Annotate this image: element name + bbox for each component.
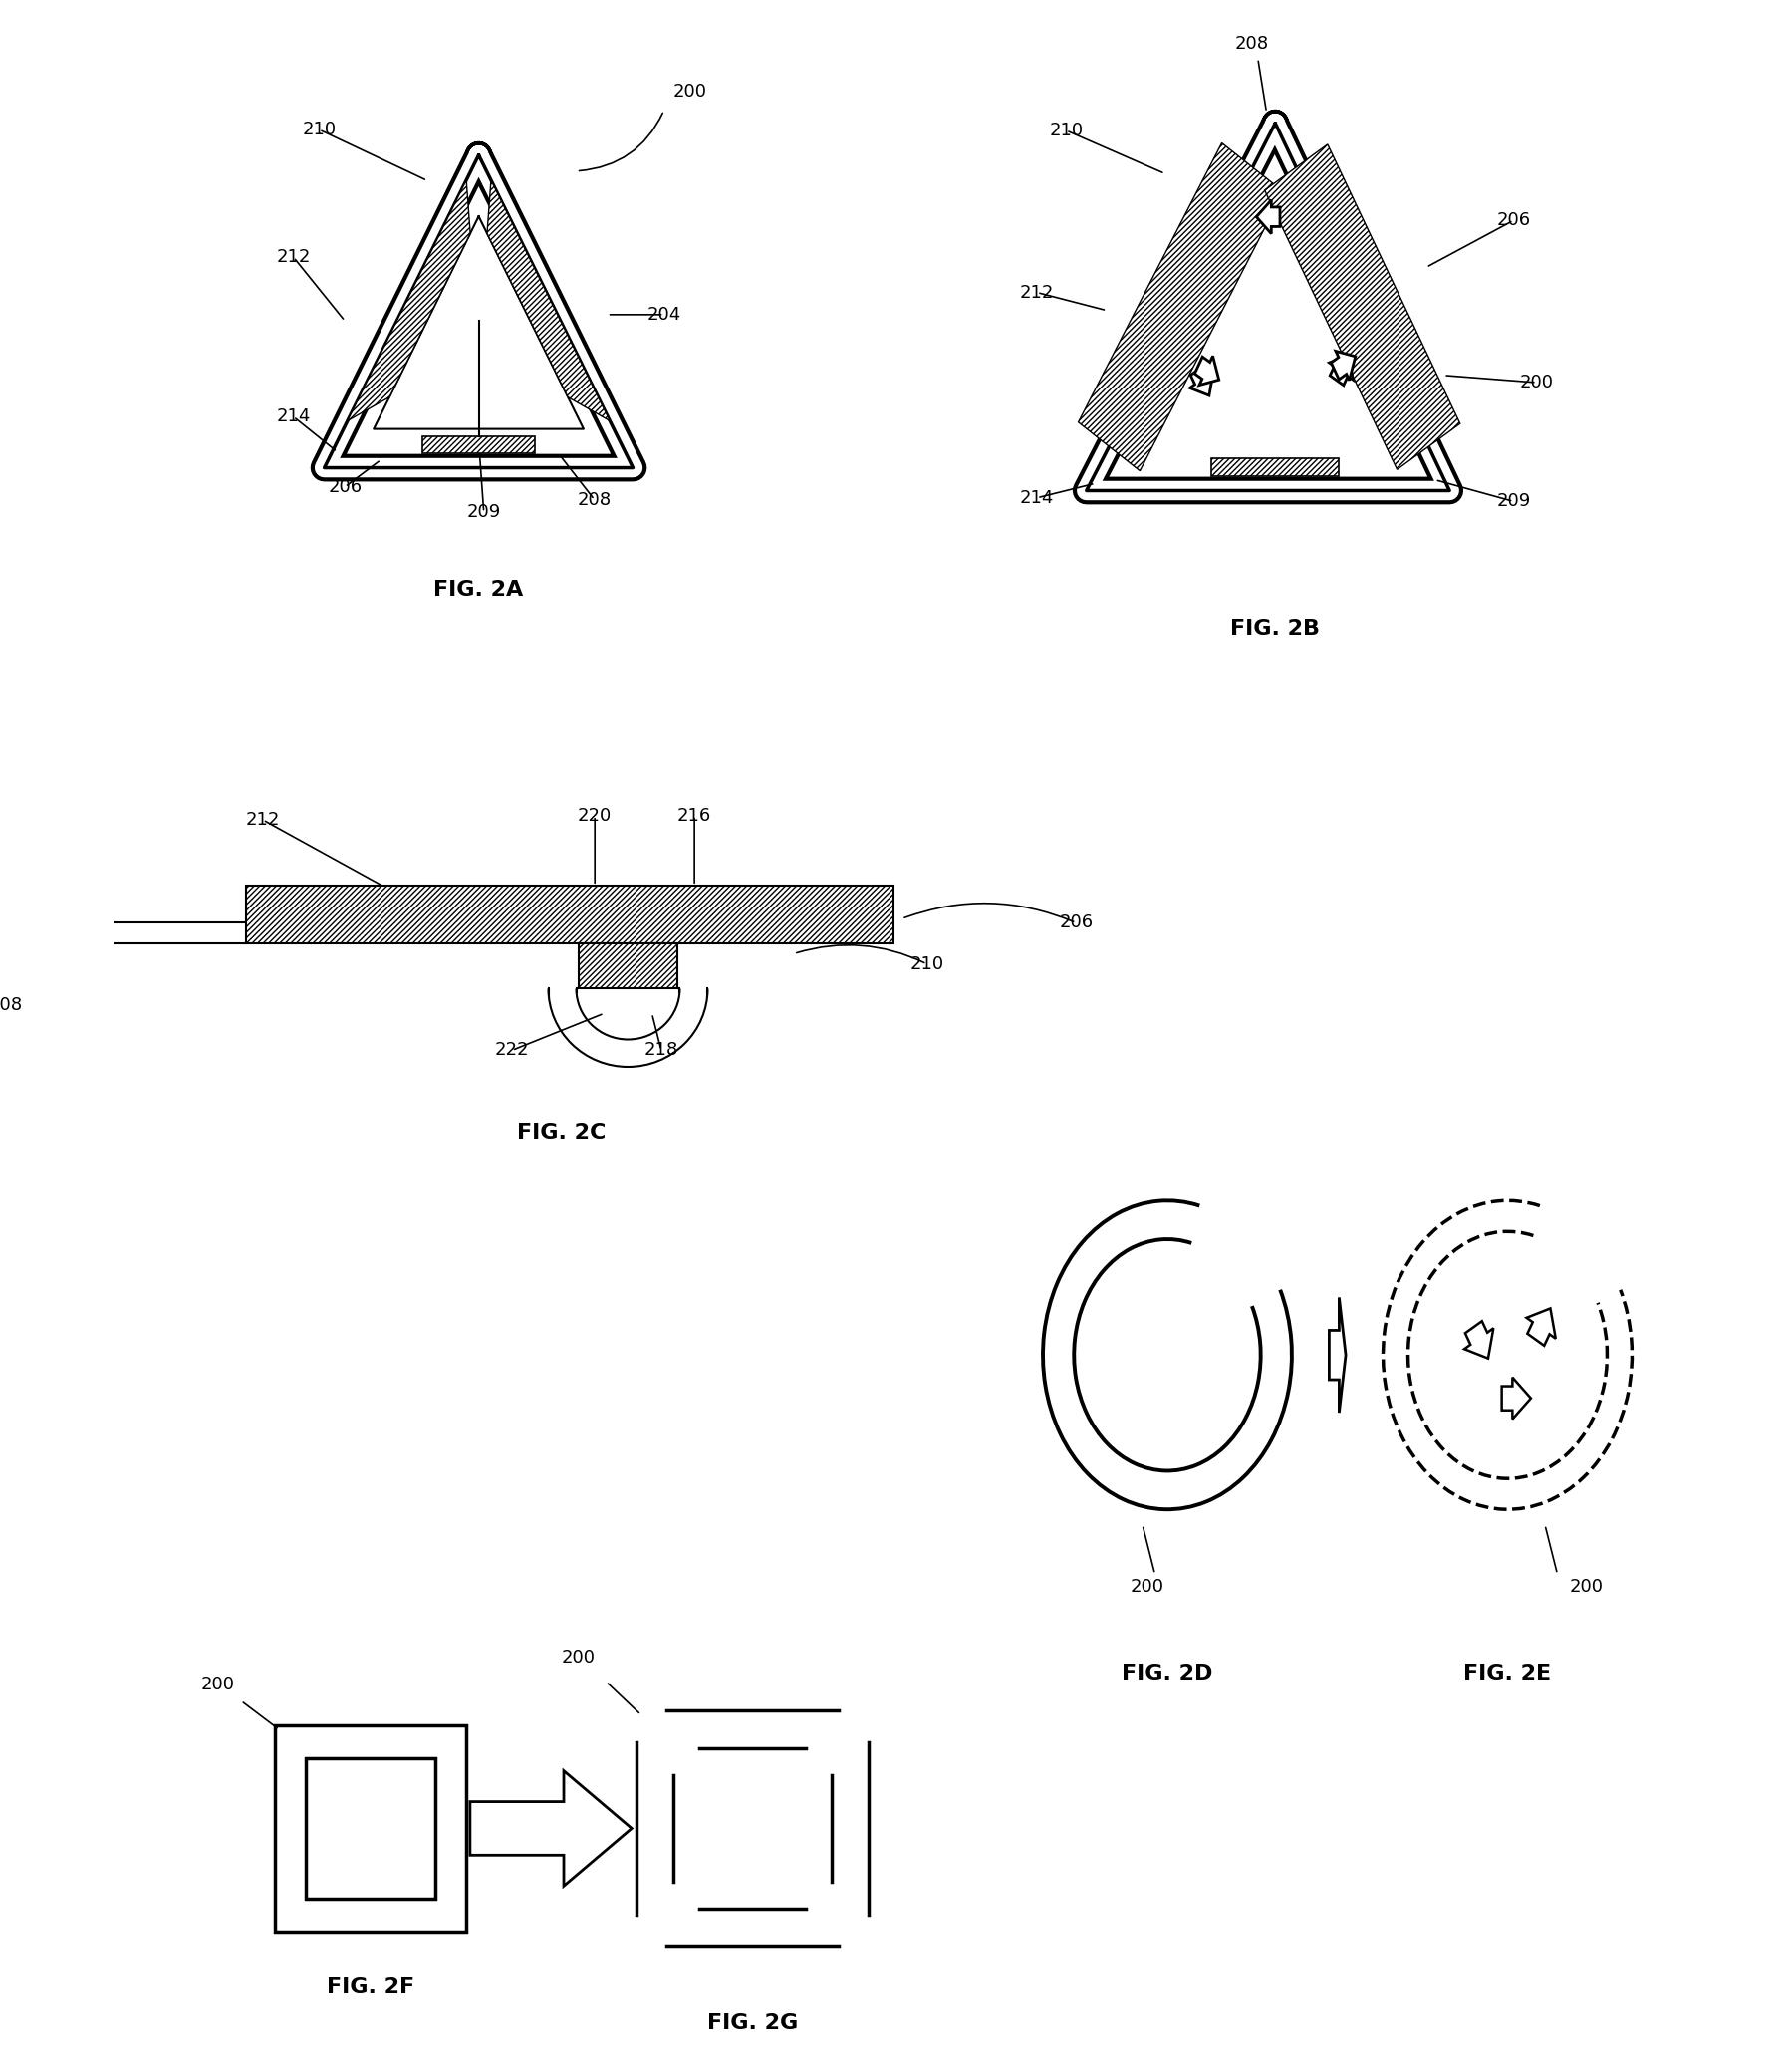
Text: FIG. 2G: FIG. 2G [707, 2014, 797, 2033]
Polygon shape [1257, 201, 1280, 234]
Text: FIG. 2D: FIG. 2D [1121, 1664, 1212, 1682]
Text: 200: 200 [673, 83, 707, 99]
Text: 209: 209 [1497, 493, 1531, 510]
Text: 200: 200 [1520, 373, 1554, 392]
Text: 218: 218 [644, 1042, 678, 1059]
Polygon shape [1194, 356, 1219, 385]
Polygon shape [1212, 458, 1339, 477]
Text: 220: 220 [578, 806, 612, 825]
Text: 200: 200 [201, 1676, 235, 1693]
Text: FIG. 2B: FIG. 2B [1230, 620, 1321, 638]
Polygon shape [1502, 1378, 1531, 1419]
Polygon shape [470, 1772, 632, 1886]
Polygon shape [422, 435, 536, 454]
Text: 206: 206 [1497, 211, 1531, 230]
Text: 214: 214 [276, 408, 310, 425]
Text: FIG. 2A: FIG. 2A [434, 580, 523, 599]
Text: FIG. 2C: FIG. 2C [518, 1123, 607, 1144]
Text: 222: 222 [495, 1042, 529, 1059]
Polygon shape [1527, 1307, 1556, 1345]
Text: FIG. 2F: FIG. 2F [328, 1977, 415, 1997]
Polygon shape [1264, 145, 1460, 470]
Polygon shape [1330, 1297, 1346, 1413]
Polygon shape [1330, 354, 1353, 385]
Text: 200: 200 [1570, 1577, 1604, 1595]
Text: 216: 216 [678, 806, 712, 825]
Polygon shape [1189, 365, 1214, 396]
Text: FIG. 2E: FIG. 2E [1463, 1664, 1552, 1682]
Polygon shape [347, 180, 470, 421]
Text: 212: 212 [246, 810, 279, 829]
Polygon shape [488, 180, 611, 421]
Text: 210: 210 [1048, 122, 1084, 139]
Polygon shape [578, 943, 678, 988]
Text: 200: 200 [1130, 1577, 1164, 1595]
Text: 206: 206 [328, 479, 361, 495]
Text: 212: 212 [1020, 284, 1054, 300]
Text: 204: 204 [646, 307, 682, 323]
Polygon shape [1465, 1322, 1493, 1359]
Text: 210: 210 [303, 120, 336, 139]
Polygon shape [1079, 143, 1283, 470]
Text: 214: 214 [1020, 489, 1054, 508]
Text: 208: 208 [1235, 35, 1269, 54]
Text: 200: 200 [561, 1649, 595, 1668]
Text: 206: 206 [1059, 914, 1093, 932]
Polygon shape [246, 885, 894, 943]
Text: 208: 208 [0, 997, 23, 1013]
Text: 210: 210 [910, 955, 943, 974]
Text: 209: 209 [466, 503, 500, 522]
Polygon shape [1331, 350, 1355, 381]
Text: 208: 208 [577, 491, 611, 508]
Text: 212: 212 [276, 249, 310, 265]
